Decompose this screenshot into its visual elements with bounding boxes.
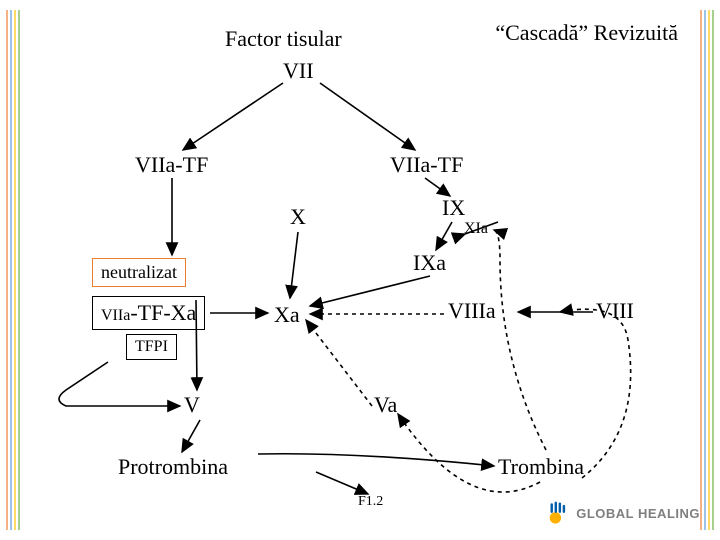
node-viia-tf-right: VIIa-TF: [390, 152, 463, 178]
arrow: [59, 362, 180, 406]
box-tfpi: TFPI: [126, 334, 177, 360]
arrow: [290, 232, 298, 298]
node-xia: XIa: [464, 220, 488, 238]
node-protrombina: Protrombina: [118, 454, 228, 480]
node-viiia: VIIIa: [448, 298, 496, 324]
rail-stripe: [18, 10, 20, 530]
rail-stripe: [708, 10, 710, 530]
node-viii: VIII: [596, 298, 634, 324]
diagram-stage: { "title": "\u201cCascad\u0103\u201d Rev…: [0, 0, 720, 540]
box-neutralizat: neutralizat: [92, 258, 186, 287]
rail-stripe: [700, 10, 702, 530]
arrow: [316, 472, 368, 494]
hand-icon: [544, 500, 570, 526]
node-f12: F1.2: [358, 494, 383, 510]
arrow: [306, 320, 372, 406]
rail-stripe: [704, 10, 706, 530]
rail-stripe: [14, 10, 16, 530]
node-x: X: [290, 204, 306, 230]
rail-stripe: [10, 10, 12, 530]
arrow: [398, 414, 540, 492]
box-viia-tf-xa-small: VIIa: [101, 307, 130, 324]
node-viia-tf-left: VIIa-TF: [135, 152, 208, 178]
box-neutralizat-label: neutralizat: [101, 262, 177, 282]
brand-logo: GLOBAL HEALING: [544, 500, 700, 526]
node-ix: IX: [442, 195, 465, 221]
diagram-title: “Cascadă” Revizuită: [495, 20, 678, 46]
left-rail: [6, 10, 20, 530]
arrow: [183, 83, 283, 150]
rail-stripe: [6, 10, 8, 530]
node-va: Va: [374, 392, 397, 418]
box-tfpi-label: TFPI: [135, 338, 168, 355]
arrow: [560, 309, 631, 478]
node-vii: VII: [283, 58, 314, 84]
arrow: [258, 454, 494, 466]
arrow: [182, 420, 200, 452]
rail-stripe: [712, 10, 714, 530]
arrow: [494, 230, 546, 450]
box-viia-tf-xa-big: -TF-Xa: [130, 300, 196, 325]
arrow: [310, 276, 430, 306]
node-v: V: [184, 392, 200, 418]
box-viia-tf-xa: VIIa-TF-Xa: [92, 296, 205, 330]
node-trombina: Trombina: [498, 454, 584, 480]
brand-logo-text: GLOBAL HEALING: [576, 506, 700, 521]
node-ixa: IXa: [413, 250, 446, 276]
arrow: [425, 178, 450, 196]
node-factor-tisular: Factor tisular: [225, 26, 342, 52]
arrow: [436, 222, 452, 250]
arrow: [320, 83, 415, 150]
node-xa: Xa: [274, 302, 300, 328]
right-rail: [700, 10, 714, 530]
